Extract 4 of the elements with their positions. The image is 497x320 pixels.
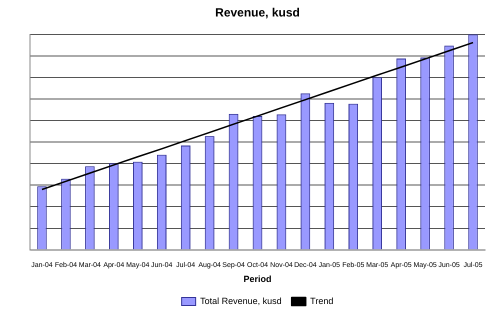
legend-label: Trend [310,296,334,306]
x-axis-title: Period [243,274,272,284]
legend-label: Total Revenue, kusd [200,296,282,306]
chart-title: Revenue, kusd [215,6,300,20]
